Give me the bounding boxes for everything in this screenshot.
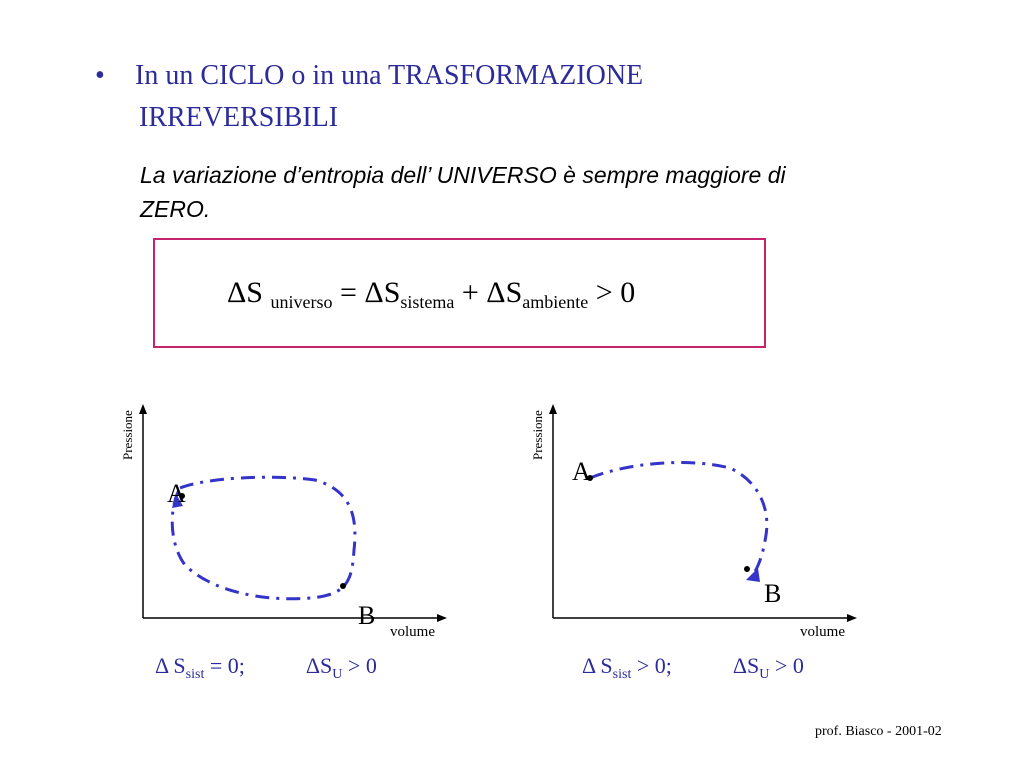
left-x-label: volume (390, 624, 435, 640)
left-point-b-dot (340, 583, 346, 589)
right-eq-rest2: > 0 (769, 653, 804, 678)
right-point-b-label: B (764, 579, 781, 608)
right-transformation-curve (589, 461, 769, 577)
left-plot-svg: Pressione volume A B (120, 404, 447, 640)
left-y-arrow-icon (139, 404, 147, 414)
left-y-label: Pressione (120, 410, 135, 460)
formula-box: ΔS universo = ΔSsistema + ΔSambiente > 0 (153, 238, 766, 348)
right-curve-arrow-icon (746, 568, 760, 582)
right-point-a-label: A (572, 457, 591, 486)
left-point-b-label: B (358, 601, 375, 630)
formula-delta-s: ΔS (227, 276, 263, 309)
right-plot: Pressione volume A B (520, 390, 870, 650)
right-eq-sub-u: U (759, 667, 770, 682)
left-eq-delta-s: Δ S (155, 653, 186, 678)
footer-credit: prof. Biasco - 2001-02 (815, 724, 942, 739)
left-eq-sub-u: U (332, 667, 343, 682)
left-eq-rest1: = 0; (204, 653, 245, 678)
left-cycle-curve (170, 475, 357, 601)
subtitle-text: La variazione d’entropia dell’ UNIVERSO … (140, 162, 786, 222)
left-curve-arrow-icon (172, 494, 183, 508)
left-eq-delta-su: ΔS (305, 653, 333, 678)
right-eq-delta-su: ΔS (732, 653, 760, 678)
left-equation: Δ Ssist = 0; ΔSU > 0 (155, 653, 377, 683)
left-x-arrow-icon (437, 614, 447, 622)
bullet-icon: • (95, 60, 105, 91)
left-eq-rest2: > 0 (342, 653, 377, 678)
formula-sub-sistema: sistema (400, 292, 455, 312)
right-x-label: volume (800, 624, 845, 640)
formula-sub-ambiente: ambiente (522, 292, 589, 312)
right-y-arrow-icon (549, 404, 557, 414)
right-y-label: Pressione (530, 410, 545, 460)
left-point-a-label: A (167, 479, 186, 508)
formula-sub-universo: universo (270, 292, 333, 312)
left-eq-sub-sist: sist (185, 667, 205, 682)
right-plot-svg: Pressione volume A B (530, 404, 857, 640)
right-x-arrow-icon (847, 614, 857, 622)
right-eq-rest1: > 0; (631, 653, 672, 678)
left-point-a-dot (179, 493, 185, 499)
right-equation: Δ Ssist > 0; ΔSU > 0 (582, 653, 804, 683)
right-point-b-dot (744, 566, 750, 572)
right-eq-delta-s: Δ S (582, 653, 613, 678)
formula-equals: = ΔS (332, 276, 401, 309)
heading-line-2: IRREVERSIBILI (139, 102, 339, 133)
formula-gt-zero: > 0 (588, 276, 636, 309)
right-point-a-dot (587, 475, 593, 481)
left-plot: Pressione volume A B (110, 390, 460, 650)
heading-line-1: In un CICLO o in una TRASFORMAZIONE (135, 60, 644, 91)
formula-plus: + ΔS (454, 276, 523, 309)
right-eq-sub-sist: sist (612, 667, 632, 682)
entropy-formula: ΔS universo = ΔSsistema + ΔSambiente > 0 (227, 276, 635, 313)
